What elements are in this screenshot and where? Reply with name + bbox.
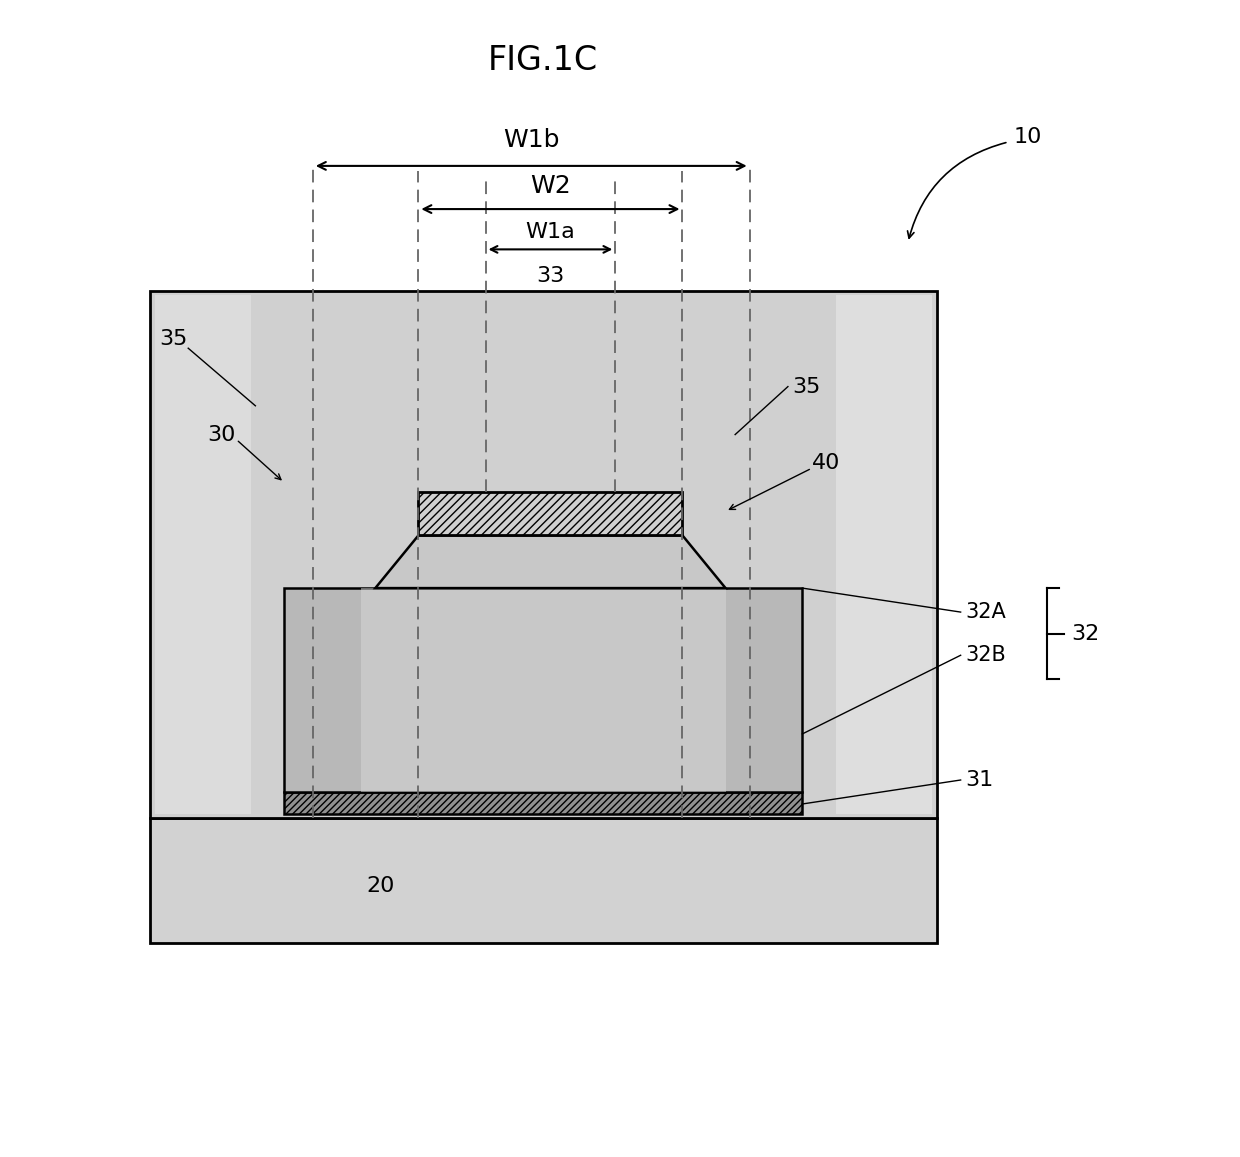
- Bar: [284, 588, 802, 791]
- Text: 32B: 32B: [966, 646, 1006, 665]
- Text: 32A: 32A: [966, 602, 1006, 622]
- Text: 31: 31: [966, 771, 993, 790]
- Polygon shape: [376, 536, 725, 588]
- Bar: [284, 791, 802, 813]
- Text: W2: W2: [529, 174, 570, 198]
- Bar: [836, 295, 931, 813]
- Bar: [150, 290, 936, 818]
- Text: 33: 33: [536, 266, 564, 286]
- Text: W1b: W1b: [503, 127, 559, 152]
- Bar: [155, 295, 250, 813]
- Text: W1a: W1a: [526, 222, 575, 242]
- Bar: [150, 818, 936, 943]
- Text: 35: 35: [160, 329, 187, 348]
- Text: 10: 10: [1013, 127, 1042, 147]
- Bar: [418, 492, 682, 536]
- Text: 35: 35: [792, 376, 821, 397]
- Bar: [361, 588, 725, 791]
- Text: 30: 30: [207, 425, 236, 444]
- Text: 20: 20: [366, 876, 394, 896]
- Text: 40: 40: [812, 454, 841, 473]
- Text: 32: 32: [1071, 624, 1099, 643]
- Text: FIG.1C: FIG.1C: [489, 44, 598, 76]
